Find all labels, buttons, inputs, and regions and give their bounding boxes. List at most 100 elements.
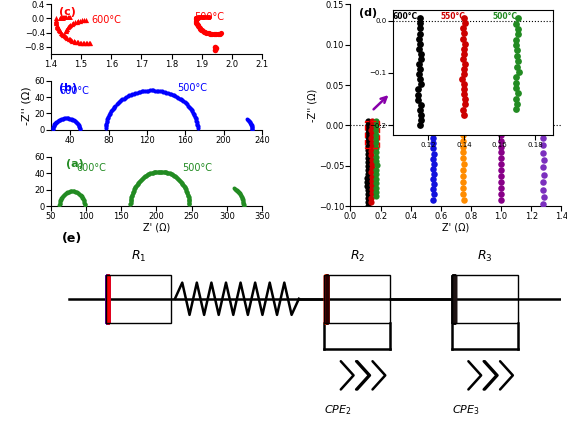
Point bbox=[75, 123, 84, 131]
Bar bbox=[325, 275, 327, 323]
Point bbox=[61, 33, 70, 40]
Point bbox=[177, 179, 186, 186]
Point bbox=[57, 30, 66, 37]
Point bbox=[65, 115, 74, 122]
Point bbox=[174, 94, 183, 101]
Point bbox=[195, 25, 204, 32]
Point bbox=[367, 152, 376, 159]
Point bbox=[363, 126, 373, 133]
Point bbox=[111, 102, 120, 109]
Bar bbox=[107, 275, 108, 323]
Bar bbox=[324, 275, 327, 323]
Bar bbox=[107, 275, 109, 323]
Point bbox=[57, 194, 66, 202]
X-axis label: Z' (Ω): Z' (Ω) bbox=[442, 223, 469, 233]
Point bbox=[203, 30, 212, 37]
Bar bbox=[325, 275, 327, 323]
Point bbox=[186, 105, 195, 112]
Text: (e): (e) bbox=[62, 232, 82, 245]
Point bbox=[137, 175, 146, 182]
Point bbox=[239, 203, 248, 210]
Bar bbox=[324, 275, 327, 323]
Point bbox=[74, 122, 83, 129]
Point bbox=[239, 198, 248, 205]
Point bbox=[429, 155, 438, 162]
Point bbox=[539, 171, 548, 178]
Point bbox=[137, 176, 146, 183]
Bar bbox=[324, 275, 327, 323]
Point bbox=[66, 22, 75, 29]
Point bbox=[198, 14, 208, 21]
Point bbox=[50, 121, 59, 128]
Point bbox=[181, 186, 191, 193]
Bar bbox=[107, 275, 108, 323]
Point bbox=[75, 125, 84, 132]
Point bbox=[172, 174, 181, 181]
Point bbox=[497, 125, 506, 132]
Point bbox=[371, 188, 380, 195]
Point bbox=[247, 123, 256, 130]
Point bbox=[244, 118, 253, 125]
Point bbox=[56, 198, 65, 206]
Point bbox=[191, 17, 200, 24]
Point bbox=[372, 127, 381, 134]
Point bbox=[429, 176, 438, 183]
Point bbox=[77, 17, 86, 24]
Point bbox=[429, 145, 438, 152]
Point bbox=[195, 14, 204, 21]
Bar bbox=[452, 275, 455, 323]
Point bbox=[196, 14, 205, 21]
Point bbox=[367, 190, 376, 197]
Text: (a): (a) bbox=[66, 159, 83, 169]
Bar bbox=[452, 275, 455, 323]
Point bbox=[371, 184, 380, 191]
Point bbox=[234, 188, 243, 195]
Point bbox=[157, 88, 166, 95]
Point bbox=[459, 143, 468, 150]
Point bbox=[137, 88, 146, 95]
Bar bbox=[325, 275, 327, 323]
Bar bbox=[326, 275, 328, 323]
Bar bbox=[453, 275, 455, 323]
Point bbox=[134, 89, 143, 96]
Point bbox=[149, 87, 158, 94]
Point bbox=[70, 188, 79, 195]
Point bbox=[60, 32, 69, 39]
Point bbox=[239, 199, 248, 206]
Point bbox=[179, 98, 188, 105]
Point bbox=[367, 139, 376, 146]
Point bbox=[214, 30, 223, 37]
Point bbox=[62, 14, 71, 21]
Point bbox=[363, 130, 373, 137]
Point bbox=[130, 185, 139, 192]
Text: 400°C: 400°C bbox=[458, 73, 486, 82]
Text: 500°C: 500°C bbox=[177, 83, 208, 93]
Point bbox=[59, 14, 68, 21]
Point bbox=[191, 113, 200, 120]
Point bbox=[143, 171, 153, 178]
Point bbox=[429, 135, 438, 142]
Point bbox=[180, 183, 189, 191]
Bar bbox=[325, 275, 328, 323]
Point bbox=[101, 123, 111, 130]
Bar bbox=[326, 275, 328, 323]
Point bbox=[181, 100, 191, 107]
Point bbox=[192, 19, 201, 26]
Point bbox=[152, 168, 161, 176]
Bar bbox=[326, 275, 328, 323]
Point bbox=[459, 161, 468, 168]
Bar bbox=[107, 275, 108, 323]
Point bbox=[66, 188, 75, 195]
Point bbox=[238, 209, 247, 216]
Point bbox=[363, 122, 373, 129]
Point bbox=[539, 157, 548, 164]
Point bbox=[73, 189, 82, 196]
Point bbox=[237, 193, 246, 200]
Point bbox=[74, 122, 83, 129]
Point bbox=[72, 189, 81, 196]
Point bbox=[147, 87, 156, 94]
Point bbox=[101, 120, 111, 127]
Point bbox=[193, 14, 202, 21]
Point bbox=[150, 87, 159, 94]
Point bbox=[66, 37, 75, 44]
